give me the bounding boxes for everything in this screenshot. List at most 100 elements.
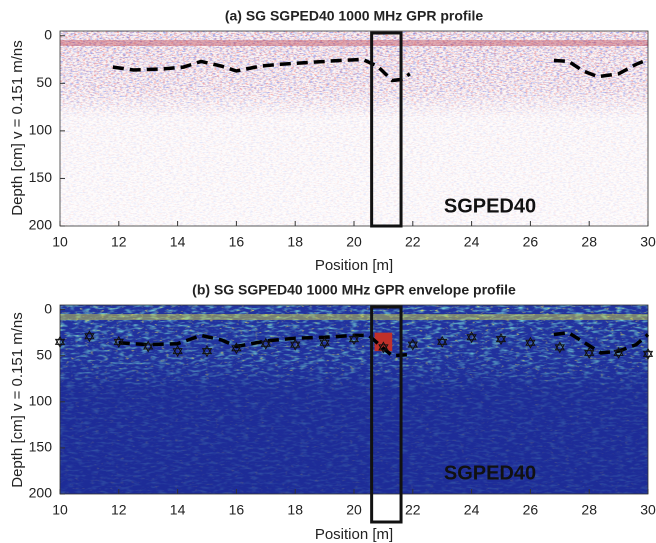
star-marker	[113, 335, 124, 348]
x-tick-label: 28	[581, 502, 597, 518]
star-marker	[407, 338, 418, 351]
x-tick-label: 30	[640, 502, 656, 518]
star-part	[613, 346, 624, 356]
y-tick-label: 0	[44, 300, 52, 316]
star-marker	[584, 346, 595, 359]
star-part	[290, 338, 301, 348]
star-part	[378, 341, 389, 351]
star-part	[495, 333, 507, 343]
y-tick-label: 200	[29, 485, 53, 501]
y-tick-label: 150	[29, 439, 53, 455]
star-part	[231, 345, 242, 355]
x-axis-label: Position [m]	[315, 526, 393, 543]
star-part	[642, 350, 654, 360]
x-tick-label: 12	[111, 502, 127, 518]
x-tick-label: 28	[581, 234, 597, 250]
star-part	[525, 339, 536, 349]
star-marker	[172, 345, 183, 358]
x-tick-label: 26	[523, 234, 539, 250]
chart-title: (a) SG SGPED40 1000 MHz GPR profile	[225, 8, 484, 24]
star-part	[143, 340, 154, 350]
y-tick-label: 100	[29, 122, 53, 138]
star-marker	[613, 346, 624, 359]
annotation: SGPED40	[444, 195, 536, 217]
x-tick-label: 10	[52, 502, 68, 518]
y-tick-label: 50	[36, 346, 52, 362]
annotation: SGPED40	[444, 462, 536, 484]
x-tick-label: 24	[464, 234, 480, 250]
star-marker	[642, 347, 654, 360]
highlight-box	[370, 305, 403, 524]
star-part	[554, 344, 565, 354]
star-marker	[554, 341, 565, 354]
star-part	[201, 345, 213, 355]
y-axis-label: Depth [cm] v = 0.151 m/ns	[9, 312, 26, 488]
star-part	[231, 342, 242, 352]
y-tick-label: 150	[29, 169, 53, 185]
star-marker	[201, 345, 213, 358]
star-part	[525, 336, 536, 346]
surface-band	[60, 40, 648, 46]
star-part	[437, 335, 448, 345]
x-tick-label: 30	[640, 234, 656, 250]
star-marker	[495, 333, 507, 346]
x-tick-label: 14	[170, 502, 186, 518]
star-part	[466, 334, 477, 344]
star-part	[143, 343, 154, 353]
x-tick-label: 10	[52, 234, 68, 250]
star-part	[84, 330, 95, 340]
star-part	[84, 333, 95, 343]
x-axis-label: Position [m]	[315, 257, 393, 274]
x-tick-label: 20	[346, 234, 362, 250]
highlight-box	[370, 31, 403, 228]
x-tick-label: 16	[229, 502, 245, 518]
x-tick-label: 24	[464, 502, 480, 518]
star-part	[407, 341, 418, 351]
star-part	[54, 335, 66, 345]
star-marker	[290, 338, 301, 351]
star-marker	[348, 333, 360, 346]
star-part	[495, 336, 507, 346]
star-marker	[84, 330, 95, 343]
star-part	[466, 331, 477, 341]
star-part	[584, 346, 595, 356]
x-tick-label: 14	[170, 234, 186, 250]
star-marker	[525, 336, 536, 349]
star-marker	[260, 337, 271, 350]
x-tick-label: 18	[287, 234, 303, 250]
star-part	[113, 335, 124, 345]
star-part	[348, 336, 360, 346]
star-part	[172, 348, 183, 358]
star-marker	[54, 335, 66, 348]
x-tick-label: 20	[346, 502, 362, 518]
surface-band	[60, 314, 648, 320]
star-part	[319, 339, 330, 349]
star-part	[348, 333, 360, 343]
star-part	[584, 349, 595, 359]
star-marker	[319, 336, 330, 349]
x-tick-label: 18	[287, 502, 303, 518]
y-tick-label: 0	[44, 26, 52, 42]
star-marker	[231, 342, 242, 355]
star-part	[290, 341, 301, 351]
star-part	[378, 344, 389, 354]
interface-line	[112, 57, 649, 83]
star-part	[260, 340, 271, 350]
x-tick-label: 12	[111, 234, 127, 250]
star-part	[437, 338, 448, 348]
x-tick-label: 22	[405, 502, 421, 518]
y-tick-label: 100	[29, 393, 53, 409]
star-marker	[378, 341, 389, 354]
x-tick-label: 16	[229, 234, 245, 250]
x-tick-label: 22	[405, 234, 421, 250]
star-marker	[143, 340, 154, 353]
star-part	[54, 338, 66, 348]
star-part	[319, 336, 330, 346]
star-part	[201, 348, 213, 358]
star-part	[172, 345, 183, 355]
star-part	[642, 347, 654, 357]
x-tick-label: 26	[523, 502, 539, 518]
star-marker	[437, 335, 448, 348]
y-tick-label: 200	[29, 217, 53, 233]
